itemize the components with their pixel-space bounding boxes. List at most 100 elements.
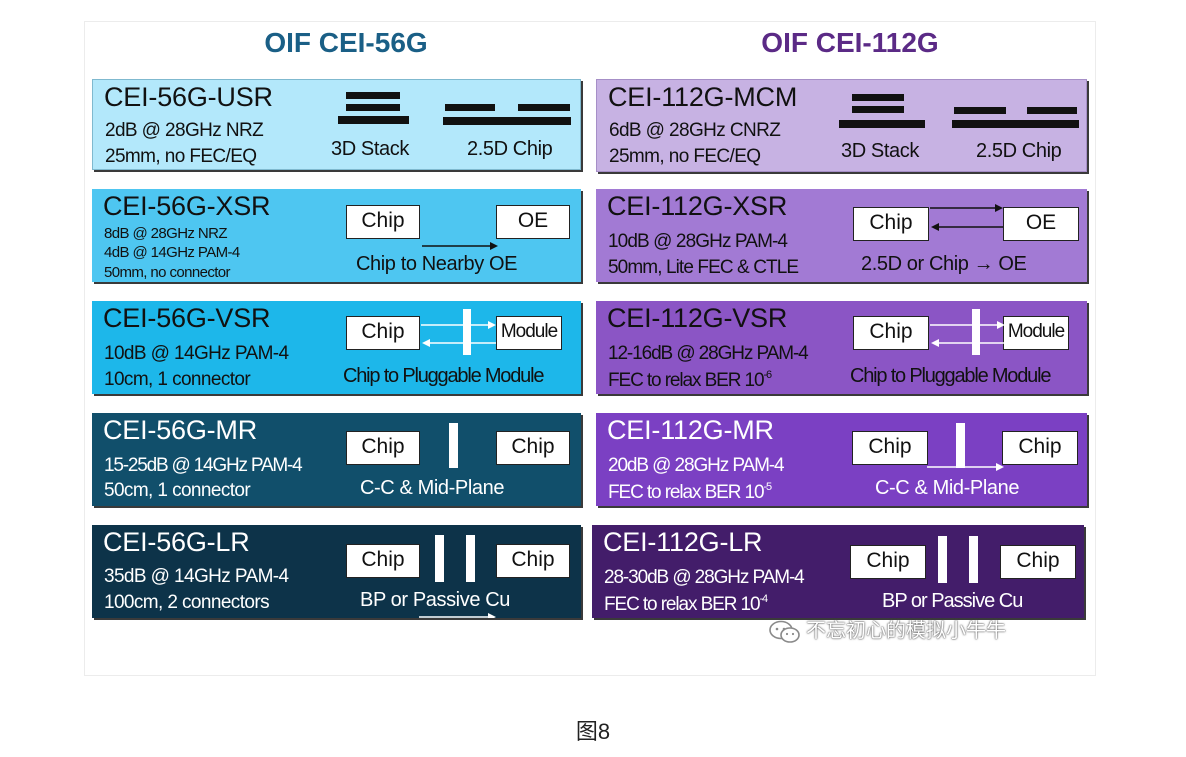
stack-bar xyxy=(346,92,400,99)
panel-cei-56g-xsr: CEI-56G-XSR 8dB @ 28GHz NRZ 4dB @ 14GHz … xyxy=(92,189,581,282)
stack-bar xyxy=(852,94,904,101)
panel-spec-line: 15-25dB @ 14GHz PAM-4 xyxy=(104,455,303,476)
chip-box: Chip xyxy=(853,207,929,241)
panel-cei-56g-lr: CEI-56G-LR 35dB @ 14GHz PAM-4 100cm, 2 c… xyxy=(92,525,581,618)
panel-spec-line: FEC to relax BER 10-4 xyxy=(604,593,768,615)
panel-spec-line: 10dB @ 28GHz PAM-4 xyxy=(608,231,788,252)
backplane-bar xyxy=(466,535,475,582)
panel-spec-line: 35dB @ 14GHz PAM-4 xyxy=(104,566,289,587)
panel-spec-line: 6dB @ 28GHz CNRZ xyxy=(609,120,781,141)
module-box: Module xyxy=(1003,316,1069,350)
panel-cei-56g-usr: CEI-56G-USR 2dB @ 28GHz NRZ 25mm, no FEC… xyxy=(92,79,581,170)
label-3d-stack: 3D Stack xyxy=(331,138,409,160)
module-box: Module xyxy=(496,316,562,350)
caption-chip-to-pluggable-module: Chip to Pluggable Module xyxy=(850,365,1051,387)
bidirectional-link-arrows xyxy=(421,321,496,347)
panel-name: CEI-112G-VSR xyxy=(607,303,788,333)
panel-spec-line: 100cm, 2 connectors xyxy=(104,592,270,613)
panel-spec-line: 20dB @ 28GHz PAM-4 xyxy=(608,455,785,476)
midplane-bar xyxy=(449,423,458,468)
chip-bar xyxy=(445,104,495,111)
chip-box: Chip xyxy=(1002,431,1078,465)
chip-box: Chip xyxy=(346,205,420,239)
oe-box: OE xyxy=(1003,207,1079,241)
panel-cei-112g-xsr: CEI-112G-XSR 10dB @ 28GHz PAM-4 50mm, Li… xyxy=(596,189,1087,282)
backplane-bar xyxy=(938,536,947,583)
midplane-bar xyxy=(956,423,965,468)
caption-chip-to-nearby-oe: Chip to Nearby OE xyxy=(356,253,518,275)
chip-box: Chip xyxy=(496,431,570,465)
panel-cei-56g-vsr: CEI-56G-VSR 10dB @ 14GHz PAM-4 10cm, 1 c… xyxy=(92,301,581,394)
panel-name: CEI-56G-LR xyxy=(103,527,250,557)
panel-spec-line: 25mm, no FEC/EQ xyxy=(105,146,257,167)
stack-bar xyxy=(346,104,400,111)
title-cei-56g: OIF CEI-56G xyxy=(264,27,428,58)
oe-box: OE xyxy=(496,205,570,239)
link-arrow xyxy=(927,463,1004,471)
bidirectional-link-arrows xyxy=(930,321,1005,347)
figure-caption: 图8 xyxy=(575,719,611,744)
panel-name: CEI-112G-XSR xyxy=(607,191,788,221)
panel-name: CEI-56G-VSR xyxy=(103,303,271,333)
caption-chip-to-pluggable-module: Chip to Pluggable Module xyxy=(343,365,544,387)
link-arrow xyxy=(419,613,496,618)
chip-box: Chip xyxy=(852,431,928,465)
backplane-bar xyxy=(435,535,444,582)
chip-box: Chip xyxy=(346,316,420,350)
panel-name: CEI-56G-XSR xyxy=(103,191,271,221)
chip-box: Chip xyxy=(496,544,570,578)
chip-bar xyxy=(518,104,570,111)
panel-spec-line: FEC to relax BER 10-5 xyxy=(608,481,772,503)
panel-spec-line: 2dB @ 28GHz NRZ xyxy=(105,120,264,141)
watermark: 不忘初心的模拟小牛牛 xyxy=(768,614,1006,644)
panel-spec-line: 25mm, no FEC/EQ xyxy=(609,146,761,167)
interposer-bar xyxy=(952,120,1079,128)
bidirectional-link-arrows xyxy=(930,204,1003,231)
panel-cei-112g-vsr: CEI-112G-VSR 12-16dB @ 28GHz PAM-4 FEC t… xyxy=(596,301,1087,394)
panel-spec-line: 10dB @ 14GHz PAM-4 xyxy=(104,343,289,364)
panel-name: CEI-56G-USR xyxy=(104,82,273,112)
panel-spec-line: 28-30dB @ 28GHz PAM-4 xyxy=(604,567,805,588)
wechat-icon xyxy=(769,620,800,643)
caption-2-5d-or-chip-to-oe: 2.5D or Chip → OE xyxy=(861,253,1027,275)
chip-bar xyxy=(954,107,1006,114)
connector-bar xyxy=(463,309,471,355)
interposer-bar xyxy=(443,117,571,125)
chip-box: Chip xyxy=(853,316,929,350)
panel-cei-112g-mcm: CEI-112G-MCM 6dB @ 28GHz CNRZ 25mm, no F… xyxy=(596,79,1087,172)
panel-cei-112g-lr: CEI-112G-LR 28-30dB @ 28GHz PAM-4 FEC to… xyxy=(592,525,1084,618)
panel-name: CEI-112G-LR xyxy=(603,527,763,557)
label-2-5d-chip: 2.5D Chip xyxy=(976,140,1062,162)
stack-base xyxy=(338,116,409,124)
label-3d-stack: 3D Stack xyxy=(841,140,919,162)
watermark-text: 不忘初心的模拟小牛牛 xyxy=(806,620,1006,642)
caption-c-c-mid-plane: C-C & Mid-Plane xyxy=(875,477,1020,499)
panel-spec-line: 10cm, 1 connector xyxy=(104,369,251,390)
panel-spec-line: 4dB @ 14GHz PAM-4 xyxy=(104,244,240,261)
connector-bar xyxy=(972,309,980,355)
chip-box: Chip xyxy=(1000,545,1076,579)
panel-name: CEI-112G-MCM xyxy=(608,82,798,112)
caption-c-c-mid-plane: C-C & Mid-Plane xyxy=(360,477,505,499)
chip-box: Chip xyxy=(346,544,420,578)
panel-spec-line: 50mm, Lite FEC & CTLE xyxy=(608,257,799,278)
panel-spec-line: 12-16dB @ 28GHz PAM-4 xyxy=(608,343,809,364)
caption-bp-or-passive-cu: BP or Passive Cu xyxy=(882,590,1023,612)
panel-spec-line: FEC to relax BER 10-6 xyxy=(608,369,772,391)
panel-spec-line: 8dB @ 28GHz NRZ xyxy=(104,225,228,242)
panel-name: CEI-112G-MR xyxy=(607,415,774,445)
stack-base xyxy=(839,120,925,128)
label-2-5d-chip: 2.5D Chip xyxy=(467,138,553,160)
chip-box: Chip xyxy=(346,431,420,465)
chip-bar xyxy=(1027,107,1077,114)
panel-cei-112g-mr: CEI-112G-MR 20dB @ 28GHz PAM-4 FEC to re… xyxy=(596,413,1087,506)
title-cei-112g: OIF CEI-112G xyxy=(761,27,939,58)
link-arrow xyxy=(422,242,498,250)
stack-bar xyxy=(852,106,904,113)
panel-cei-56g-mr: CEI-56G-MR 15-25dB @ 14GHz PAM-4 50cm, 1… xyxy=(92,413,581,506)
panel-name: CEI-56G-MR xyxy=(103,415,258,445)
caption-bp-or-passive-cu: BP or Passive Cu xyxy=(360,589,510,611)
panel-spec-line: 50cm, 1 connector xyxy=(104,480,251,501)
panel-spec-line: 50mm, no connector xyxy=(104,264,231,281)
backplane-bar xyxy=(969,536,978,583)
